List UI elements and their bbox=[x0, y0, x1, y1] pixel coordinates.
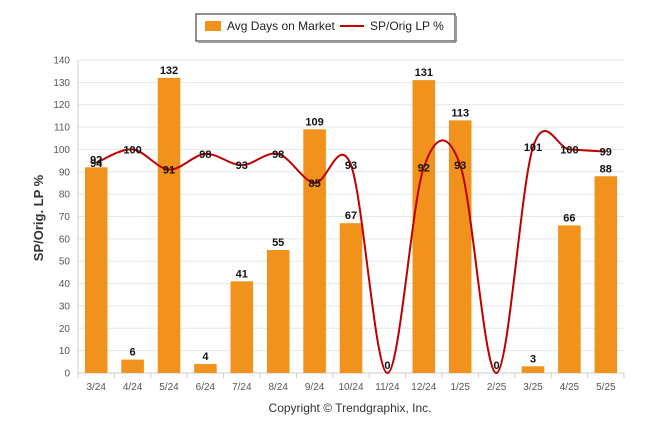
x-tick-label: 3/25 bbox=[523, 382, 543, 393]
x-tick-label: 9/24 bbox=[305, 382, 325, 393]
x-tick-label: 5/24 bbox=[159, 382, 179, 393]
y-tick-label: 140 bbox=[53, 56, 70, 67]
line-value-label: 99 bbox=[600, 147, 612, 159]
x-tick-label: 8/24 bbox=[268, 382, 288, 393]
bar bbox=[84, 167, 108, 373]
line-series-path bbox=[95, 130, 606, 375]
legend-line-label: SP/Orig LP % bbox=[370, 19, 444, 33]
y-axis-ticks: 0 10 20 30 40 50 60 70 80 90 100 110 120 130 140 bbox=[53, 56, 70, 380]
x-tick-label: 1/25 bbox=[450, 382, 470, 393]
x-tick-label: 7/24 bbox=[232, 382, 252, 393]
line-value-label: 93 bbox=[454, 160, 466, 172]
y-tick-label: 130 bbox=[53, 78, 70, 89]
legend-bar-swatch bbox=[205, 21, 221, 31]
y-tick-label: 40 bbox=[59, 279, 71, 290]
bars bbox=[84, 77, 618, 373]
y-tick-label: 50 bbox=[59, 257, 71, 268]
bar-value-label: 55 bbox=[272, 237, 284, 249]
x-tick-label: 3/24 bbox=[86, 382, 106, 393]
y-tick-label: 120 bbox=[53, 100, 70, 111]
line-value-label: 92 bbox=[418, 162, 430, 174]
y-axis-label: SP/Orig. LP % bbox=[31, 174, 46, 261]
bar bbox=[448, 120, 472, 373]
bar bbox=[594, 176, 618, 373]
line-value-label: 93 bbox=[345, 160, 357, 172]
line-value-label: 91 bbox=[163, 165, 175, 177]
y-tick-label: 60 bbox=[59, 234, 71, 245]
line-value-label: 94 bbox=[90, 158, 103, 170]
bar-value-label: 66 bbox=[563, 212, 575, 224]
line-value-label: 101 bbox=[524, 142, 542, 154]
x-axis-ticks: 3/24 4/24 5/24 6/24 7/24 8/24 9/24 10/24 11/24 12… bbox=[77, 373, 625, 393]
bar bbox=[412, 80, 436, 373]
bar bbox=[303, 129, 326, 373]
legend-bar-label: Avg Days on Market bbox=[227, 19, 335, 33]
bar-value-label: 4 bbox=[202, 351, 209, 363]
bar bbox=[230, 281, 254, 373]
bar-value-label: 113 bbox=[451, 107, 469, 119]
y-tick-label: 20 bbox=[59, 324, 71, 335]
line-value-label: 85 bbox=[308, 178, 320, 190]
x-tick-label: 6/24 bbox=[196, 382, 216, 393]
line-series bbox=[95, 130, 606, 375]
x-tick-label: 2/25 bbox=[487, 382, 507, 393]
y-tick-label: 10 bbox=[59, 346, 71, 357]
x-tick-label: 4/24 bbox=[123, 382, 143, 393]
bar-value-label: 131 bbox=[415, 67, 433, 79]
bar bbox=[339, 223, 363, 373]
bar bbox=[121, 359, 144, 373]
bar bbox=[521, 366, 545, 373]
y-tick-label: 80 bbox=[59, 190, 71, 201]
bar-value-label: 0 bbox=[384, 360, 390, 372]
bar bbox=[194, 364, 217, 373]
bar-value-label: 92 bbox=[90, 154, 102, 166]
line-value-label: 98 bbox=[272, 149, 284, 161]
bar-value-label: 67 bbox=[345, 210, 357, 222]
bar-value-label: 41 bbox=[236, 268, 248, 280]
x-tick-label: 4/25 bbox=[560, 382, 580, 393]
line-value-label: 100 bbox=[123, 144, 141, 156]
data-labels: 92 6 132 4 41 55 109 67 0 131 113 0 3 66 88 94 100 91 98 93… bbox=[90, 65, 612, 372]
copyright-text: Copyright © Trendgraphix, Inc. bbox=[269, 401, 432, 415]
line-value-label: 93 bbox=[236, 160, 248, 172]
y-tick-label: 0 bbox=[64, 369, 70, 380]
bar bbox=[558, 225, 581, 373]
bar-value-label: 6 bbox=[130, 347, 136, 359]
bar-value-label: 88 bbox=[600, 163, 612, 175]
x-tick-label: 11/24 bbox=[375, 382, 400, 393]
bar-value-label: 109 bbox=[305, 116, 323, 128]
line-value-label: 100 bbox=[560, 144, 578, 156]
line-value-label: 98 bbox=[199, 149, 211, 161]
y-tick-label: 110 bbox=[54, 123, 70, 134]
x-tick-label: 10/24 bbox=[338, 382, 363, 393]
legend: Avg Days on Market SP/Orig LP % bbox=[195, 13, 457, 43]
x-tick-label: 5/25 bbox=[596, 382, 616, 393]
bar-value-label: 132 bbox=[160, 65, 178, 77]
bar bbox=[157, 77, 181, 373]
y-tick-label: 90 bbox=[59, 167, 71, 178]
y-tick-label: 70 bbox=[59, 212, 71, 223]
legend-box bbox=[195, 13, 456, 42]
y-tick-label: 30 bbox=[59, 301, 71, 312]
x-tick-label: 12/24 bbox=[411, 382, 436, 393]
bar bbox=[266, 250, 290, 373]
bar-value-label: 0 bbox=[494, 360, 500, 372]
y-tick-label: 100 bbox=[53, 145, 70, 156]
bar-value-label: 3 bbox=[530, 353, 536, 365]
